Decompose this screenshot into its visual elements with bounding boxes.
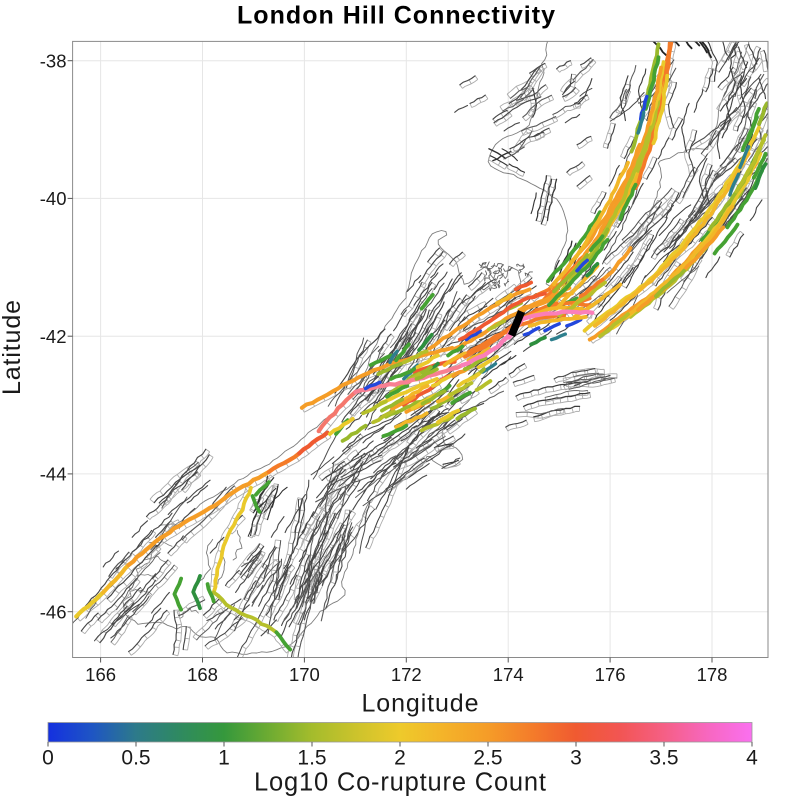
svg-text:0: 0 xyxy=(42,747,54,770)
svg-text:-40: -40 xyxy=(40,188,67,209)
svg-text:3.5: 3.5 xyxy=(649,747,678,770)
svg-text:Latitude: Latitude xyxy=(0,300,26,395)
svg-text:-46: -46 xyxy=(40,602,67,623)
svg-text:London Hill Connectivity: London Hill Connectivity xyxy=(237,2,555,30)
svg-text:168: 168 xyxy=(187,664,218,685)
svg-text:0.5: 0.5 xyxy=(121,747,150,770)
svg-text:178: 178 xyxy=(697,664,728,685)
svg-text:166: 166 xyxy=(85,664,116,685)
svg-text:Longitude: Longitude xyxy=(362,690,479,718)
svg-text:3: 3 xyxy=(570,747,582,770)
svg-text:172: 172 xyxy=(391,664,422,685)
svg-text:-38: -38 xyxy=(40,51,67,72)
svg-text:174: 174 xyxy=(493,664,524,685)
svg-text:2: 2 xyxy=(394,747,406,770)
svg-text:170: 170 xyxy=(289,664,320,685)
svg-text:-42: -42 xyxy=(40,326,67,347)
svg-text:1.5: 1.5 xyxy=(297,747,326,770)
svg-text:Log10 Co-rupture Count: Log10 Co-rupture Count xyxy=(254,769,546,797)
svg-text:176: 176 xyxy=(595,664,626,685)
svg-text:-44: -44 xyxy=(40,464,67,485)
svg-text:4: 4 xyxy=(746,747,758,770)
svg-text:1: 1 xyxy=(218,747,230,770)
svg-text:2.5: 2.5 xyxy=(473,747,502,770)
